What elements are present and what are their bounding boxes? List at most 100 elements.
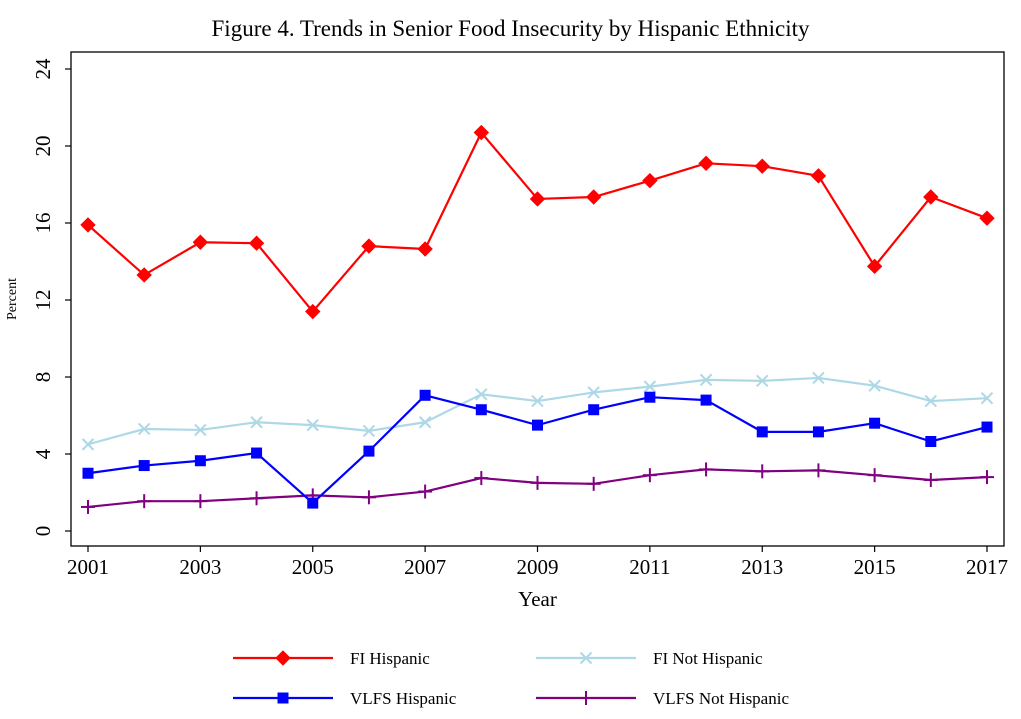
legend-marker	[277, 692, 289, 704]
point-vlfs-not-hispanic	[249, 491, 264, 506]
marker-stroke	[250, 416, 263, 429]
legend-marker	[275, 650, 291, 666]
point-vlfs-not-hispanic	[642, 468, 657, 483]
marker-stroke	[418, 416, 432, 429]
point-vlfs-not-hispanic	[699, 462, 714, 477]
point-fi-not-hispanic	[699, 373, 713, 387]
series-fi-not-hispanic	[81, 371, 994, 451]
point-vlfs-hispanic	[869, 417, 881, 429]
point-vlfs-not-hispanic	[530, 475, 545, 490]
point-fi-not-hispanic	[418, 416, 432, 429]
point-vlfs-not-hispanic	[193, 494, 208, 509]
point-vlfs-not-hispanic	[586, 476, 601, 491]
point-vlfs-not-hispanic	[418, 484, 433, 499]
x-tick-label: 2011	[629, 555, 670, 579]
point-vlfs-not-hispanic	[361, 490, 376, 505]
point-fi-not-hispanic	[756, 374, 769, 388]
point-fi-not-hispanic	[924, 394, 938, 408]
marker-stroke	[475, 388, 488, 401]
marker-stroke	[137, 422, 151, 436]
series-vlfs-not-hispanic	[81, 462, 994, 514]
y-axis-title: Percent	[5, 278, 20, 320]
point-vlfs-not-hispanic	[474, 471, 489, 486]
point-vlfs-not-hispanic	[755, 464, 770, 479]
plot-frame	[70, 51, 1005, 547]
x-axis-title: Year	[518, 587, 557, 611]
point-fi-not-hispanic	[362, 424, 376, 438]
point-vlfs-hispanic	[138, 460, 150, 472]
marker-stroke	[868, 379, 881, 392]
point-fi-not-hispanic	[643, 380, 657, 393]
y-tick-label: 12	[31, 290, 55, 311]
point-fi-hispanic	[866, 258, 883, 275]
marker-stroke	[362, 424, 376, 438]
legend-marker	[579, 651, 593, 665]
point-vlfs-hispanic	[419, 389, 431, 401]
point-fi-not-hispanic	[250, 416, 263, 429]
point-vlfs-hispanic	[588, 404, 600, 416]
legend-label: FI Not Hispanic	[653, 649, 763, 668]
marker-stroke	[699, 373, 713, 387]
y-tick-label: 8	[31, 372, 55, 383]
point-vlfs-hispanic	[307, 497, 319, 509]
y-tick-label: 24	[31, 58, 55, 80]
point-vlfs-not-hispanic	[923, 472, 938, 487]
point-fi-not-hispanic	[587, 386, 600, 399]
point-fi-hispanic	[642, 172, 658, 189]
legend-label: FI Hispanic	[350, 649, 430, 668]
legend-item-vlfs-not-hispanic: VLFS Not Hispanic	[536, 689, 789, 708]
point-vlfs-hispanic	[82, 467, 94, 479]
point-fi-hispanic	[585, 189, 602, 205]
point-vlfs-not-hispanic	[867, 468, 882, 483]
point-fi-hispanic	[248, 235, 265, 251]
marker-stroke	[587, 386, 600, 399]
x-tick-label: 2003	[179, 555, 221, 579]
marker-stroke	[924, 394, 938, 408]
marker-stroke	[643, 380, 657, 393]
chart-title: Figure 4. Trends in Senior Food Insecuri…	[211, 16, 810, 41]
point-fi-not-hispanic	[194, 423, 207, 437]
marker-stroke	[756, 374, 769, 388]
point-fi-hispanic	[361, 238, 377, 254]
point-vlfs-hispanic	[700, 394, 712, 406]
point-fi-hispanic	[923, 189, 939, 205]
marker-stroke	[812, 371, 825, 385]
series-line-fi-not-hispanic	[87, 376, 988, 446]
point-fi-not-hispanic	[812, 371, 825, 385]
y-tick-label: 4	[31, 448, 55, 459]
point-fi-not-hispanic	[980, 391, 994, 405]
marker-stroke	[306, 418, 319, 432]
legend-item-fi-hispanic: FI Hispanic	[233, 649, 430, 668]
point-fi-hispanic	[473, 124, 490, 141]
x-tick-label: 2007	[404, 555, 446, 579]
legend-item-vlfs-hispanic: VLFS Hispanic	[233, 689, 457, 708]
x-tick-label: 2001	[67, 555, 109, 579]
point-vlfs-hispanic	[251, 447, 263, 459]
point-vlfs-hispanic	[812, 426, 824, 438]
point-vlfs-not-hispanic	[980, 470, 994, 485]
point-fi-hispanic	[305, 303, 321, 320]
point-vlfs-not-hispanic	[137, 494, 152, 509]
point-fi-not-hispanic	[81, 438, 95, 451]
point-fi-hispanic	[417, 241, 433, 257]
x-tick-label: 2005	[292, 555, 334, 579]
legend-label: VLFS Not Hispanic	[653, 689, 789, 708]
point-vlfs-hispanic	[756, 426, 768, 438]
y-tick-label: 16	[31, 213, 55, 234]
series-vlfs-hispanic	[82, 389, 993, 509]
point-vlfs-not-hispanic	[811, 463, 826, 478]
series-fi-hispanic	[80, 124, 995, 320]
point-fi-hispanic	[136, 267, 152, 283]
marker-stroke	[579, 651, 593, 665]
point-fi-not-hispanic	[868, 379, 881, 392]
point-fi-hispanic	[754, 158, 770, 174]
point-vlfs-hispanic	[644, 391, 656, 403]
point-fi-not-hispanic	[137, 422, 151, 436]
marker-stroke	[531, 394, 544, 408]
point-vlfs-hispanic	[363, 445, 375, 457]
point-fi-not-hispanic	[531, 394, 544, 408]
x-tick-label: 2009	[517, 555, 559, 579]
legend-marker	[579, 691, 593, 705]
point-vlfs-hispanic	[981, 421, 993, 433]
